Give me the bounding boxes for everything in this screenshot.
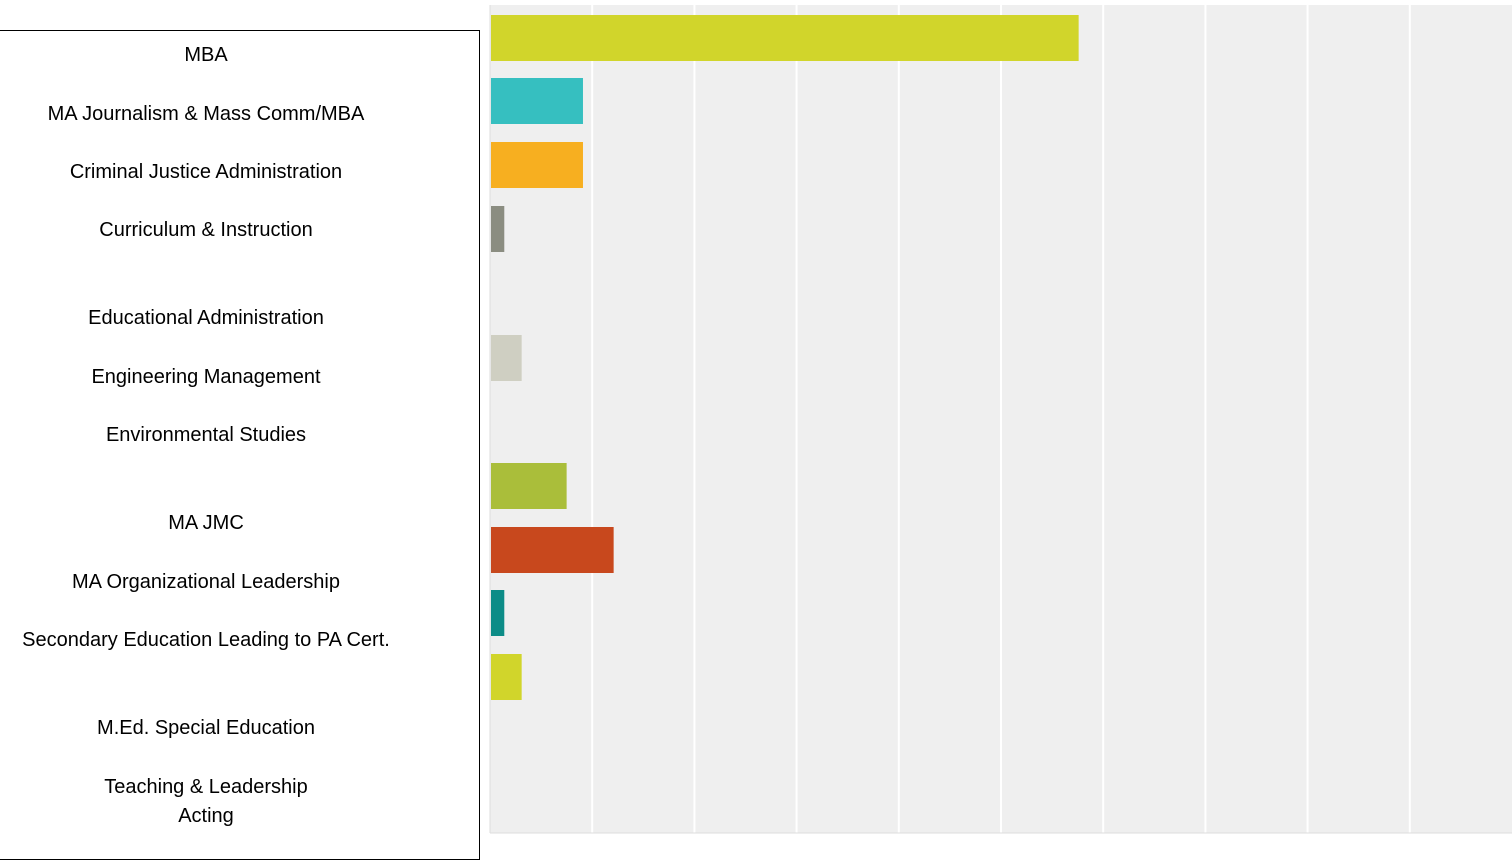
category-label: MA Journalism & Mass Comm/MBA: [47, 103, 365, 125]
bar-2: [491, 142, 583, 188]
category-label: Secondary Education Leading to PA Cert.: [22, 629, 390, 651]
bar-1: [491, 78, 583, 124]
bar-9: [491, 590, 505, 636]
category-label: Educational Administration: [88, 307, 324, 329]
category-label: Curriculum & Instruction: [99, 219, 313, 241]
category-label: Criminal Justice Administration: [69, 161, 343, 183]
bar-8: [491, 527, 614, 573]
category-label: MA JMC: [168, 512, 244, 534]
category-label: Engineering Management: [91, 366, 321, 388]
bar-3: [491, 206, 505, 252]
category-label: MA Organizational Leadership: [72, 571, 340, 593]
bar-0: [491, 15, 1079, 61]
bar-5: [491, 335, 522, 381]
category-label: Teaching & Leadership Acting: [104, 776, 308, 827]
category-label: M.Ed. Special Education: [97, 717, 315, 739]
category-label: MBA: [184, 44, 228, 66]
category-label: Environmental Studies: [105, 424, 307, 446]
bar-7: [491, 463, 567, 509]
bar-10: [491, 654, 522, 700]
